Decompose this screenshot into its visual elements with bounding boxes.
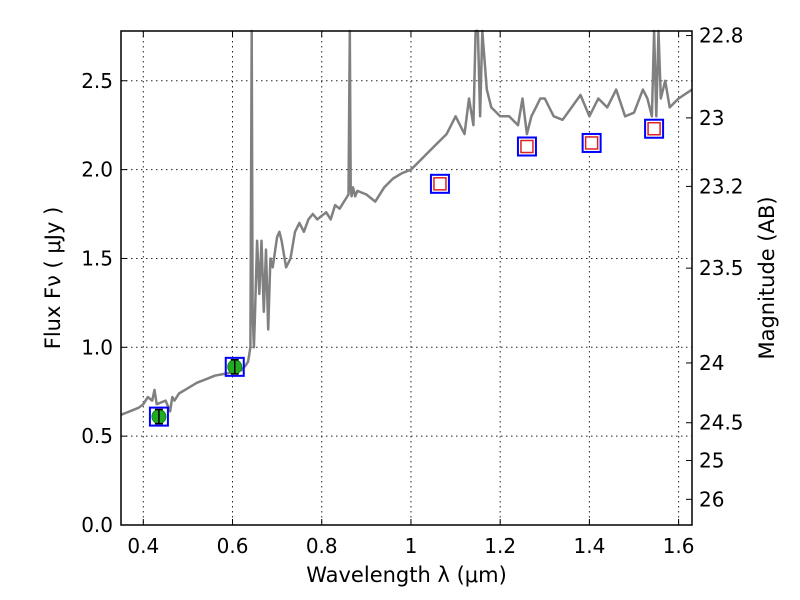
x-axis-title: Wavelength λ (μm) bbox=[306, 563, 507, 587]
photometry-square-point bbox=[647, 121, 661, 136]
mag-tick-label: 26 bbox=[699, 487, 724, 511]
spectrum-series bbox=[120, 29, 693, 416]
photometry-square-point bbox=[433, 177, 447, 191]
y-tick-label: 0.0 bbox=[81, 513, 113, 537]
model-photometry-square bbox=[581, 132, 602, 153]
photometry-square-point bbox=[584, 136, 599, 150]
x-tick-label: 1.2 bbox=[484, 534, 516, 558]
y-tick-label: 2.5 bbox=[81, 69, 113, 93]
spectrum-line bbox=[120, 29, 693, 416]
y-tick-label: 0.5 bbox=[81, 424, 113, 448]
mag-tick-label: 25 bbox=[699, 448, 724, 472]
y-tick-label: 1.5 bbox=[81, 246, 113, 270]
x-tick-label: 1 bbox=[405, 534, 418, 558]
x-tick-label: 0.6 bbox=[217, 534, 249, 558]
model-photometry-square bbox=[516, 136, 537, 157]
photometry-square-point bbox=[520, 139, 534, 154]
model-photometry-square bbox=[224, 356, 245, 377]
x-tick-label: 0.4 bbox=[127, 534, 159, 558]
model-photometry-square bbox=[644, 118, 665, 139]
x-tick-label: 0.8 bbox=[306, 534, 338, 558]
x-tick-label: 1.4 bbox=[573, 534, 605, 558]
model-photometry-square bbox=[429, 173, 450, 194]
photometry-points bbox=[148, 118, 665, 427]
mag-tick-label: 23.5 bbox=[699, 256, 744, 280]
mag-tick-label: 24.5 bbox=[699, 411, 744, 435]
plot-frame bbox=[120, 30, 693, 526]
mag-tick-label: 22.8 bbox=[699, 24, 744, 48]
mag-tick-label: 23 bbox=[699, 106, 724, 130]
y2-axis-title: Magnitude (AB) bbox=[755, 196, 779, 359]
model-photometry-square bbox=[148, 406, 169, 427]
y-tick-label: 2.0 bbox=[81, 158, 113, 182]
y-tick-label: 1.0 bbox=[81, 335, 113, 359]
mag-tick-label: 24 bbox=[699, 351, 724, 375]
mag-tick-label: 23.2 bbox=[699, 174, 744, 198]
axis-ticks: 0.4 0.6 0.8 1 1.2 1.4 1.6 0.0 0.5 1.0 1.5 2.0 2.5 22.… bbox=[81, 24, 743, 558]
y-axis-title: Flux Fν ( μJy ) bbox=[41, 207, 65, 350]
x-tick-label: 1.6 bbox=[663, 534, 695, 558]
